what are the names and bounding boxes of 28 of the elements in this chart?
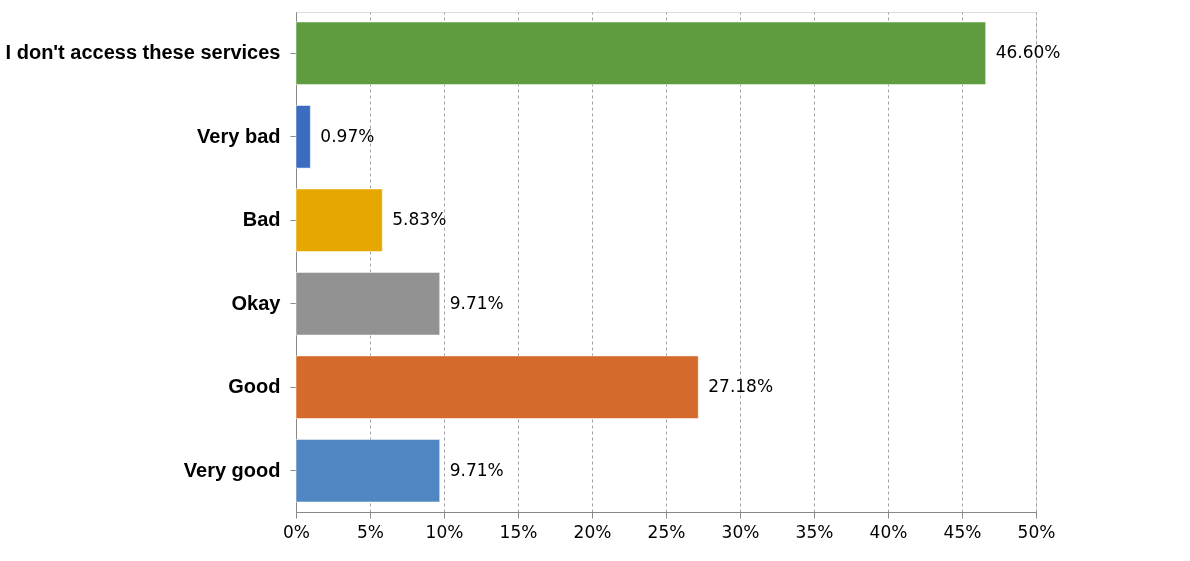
x-tick-label: 20% [573,521,612,542]
x-tick-label: 0% [283,521,310,542]
y-tick-label: Very good [183,458,281,481]
bar [295,188,383,253]
x-tick-label: 35% [795,521,834,542]
y-tick-label: I don't access these services [5,41,281,64]
data-label: 46.60% [995,42,1061,63]
x-tick-label: 10% [425,521,464,542]
x-tick-label: 30% [721,521,760,542]
data-label: 0.97% [320,125,375,146]
x-tick-label: 25% [647,521,686,542]
y-tick-label: Okay [231,291,282,314]
y-tick-label: Good [228,375,281,398]
data-label: 27.18% [708,376,774,397]
x-tick-label: 15% [499,521,538,542]
y-tick-label: Bad [242,208,281,231]
x-tick-label: 40% [869,521,908,542]
data-label: 5.83% [392,209,447,230]
bar [295,21,987,86]
data-label: 9.71% [449,459,504,480]
bar [295,104,311,169]
x-tick-label: 5% [357,521,384,542]
y-tick-label: Very bad [197,124,281,147]
data-label: 9.71% [449,292,504,313]
x-tick-label: 45% [943,521,982,542]
bar [295,438,441,503]
x-tick-label: 50% [1017,521,1056,542]
bar [295,355,699,420]
